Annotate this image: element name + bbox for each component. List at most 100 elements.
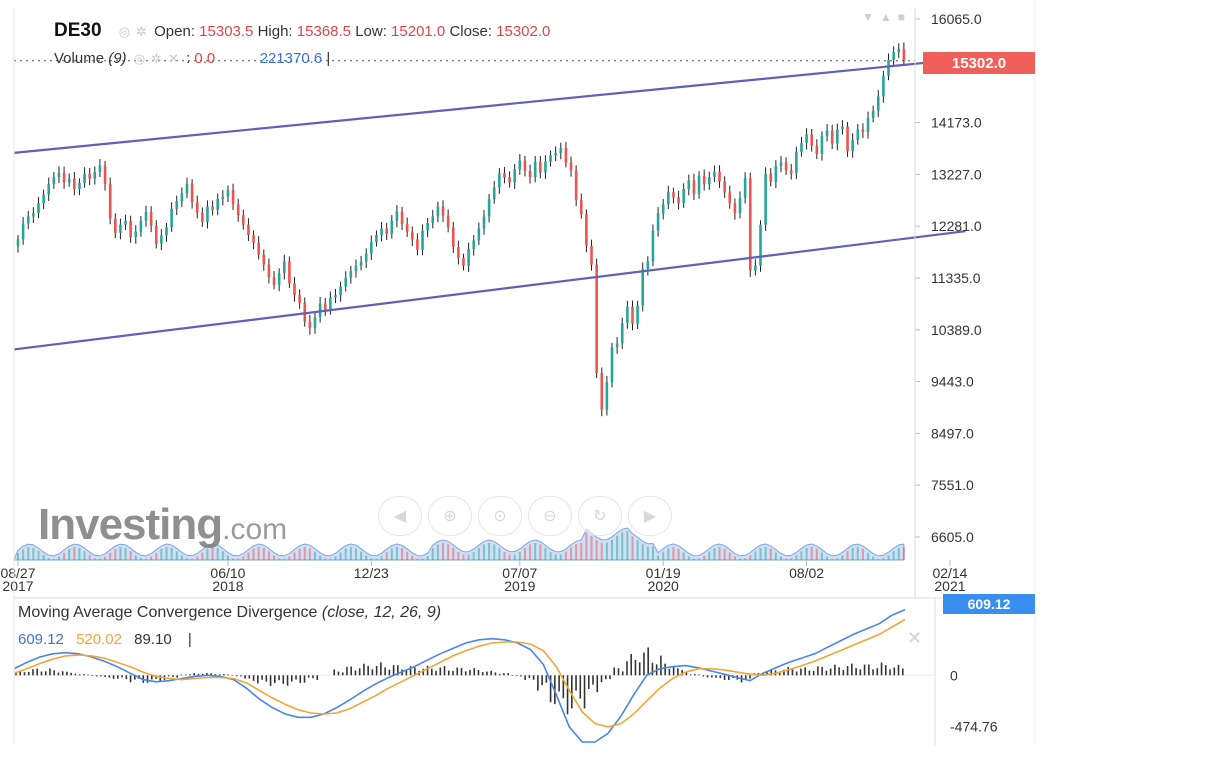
lower-channel-line [13,230,966,351]
candle-body [441,206,445,216]
histogram-value: 89.10 [134,631,172,648]
candle-body [590,245,593,265]
candle [446,209,450,233]
candle [421,224,424,256]
candle [52,171,56,189]
candle-body [533,161,537,177]
candle [221,190,225,206]
candle-body [636,305,639,324]
candle [595,258,598,378]
candle [487,194,491,223]
candle [620,317,624,350]
arrow-left-icon[interactable]: ◀ [378,496,422,536]
candle [554,146,557,162]
candle [242,209,245,230]
candle-body [692,180,696,194]
candle [272,270,276,290]
candle [129,215,132,243]
zoom-reset-icon[interactable]: ⊙ [478,496,522,536]
candle-body [564,147,568,163]
candle [477,222,481,245]
candle [667,185,670,209]
candle [800,136,803,157]
candle-body [344,277,348,287]
candle [518,154,522,175]
low-value: 15201.0 [391,23,446,40]
candle-body [820,135,824,154]
volume-settings-icon[interactable]: ✲ [151,51,162,66]
candle-body [98,165,102,173]
candle-body [431,216,435,223]
candle [277,268,281,292]
candle [93,166,97,185]
last-price-tag: 15302.0 [923,52,1035,74]
candle-body [672,192,675,198]
candle-body [185,184,189,194]
candle-body [400,211,404,225]
candle-body [836,129,839,144]
candle [513,164,517,190]
eye-icon[interactable]: ◎ [118,24,131,39]
candle-body [160,235,163,244]
candle-body [702,175,706,185]
candle [364,248,368,269]
volume-period: (9) [108,50,127,67]
candle [641,262,645,312]
candle-body [539,161,542,173]
refresh-icon[interactable]: ↻ [578,496,622,536]
volume-legend: Volume (9) ◎ ✲ ✕ : 0.0 221370.6 | [54,50,331,67]
candle-body [856,129,860,140]
candle-body [364,253,368,262]
volume-eye-icon[interactable]: ◎ [133,51,146,66]
candle [569,156,573,177]
time-tick-year: 2020 [648,578,679,594]
zoom-out-icon[interactable]: ⊖ [528,496,572,536]
pane-controls[interactable]: ▼▲■ [862,10,911,24]
candle [339,281,342,302]
candle-body [641,268,645,306]
candle [661,199,665,220]
open-value: 15303.5 [199,23,254,40]
candle-body [247,224,250,236]
candle-body [236,204,240,216]
candle [32,207,35,223]
candle [733,198,737,220]
collapse-icon[interactable]: ▼ [862,10,880,24]
candle [441,200,445,222]
candle-body [216,198,220,210]
time-tick-label: 07/07 [502,565,537,581]
candle [682,183,685,208]
candle-body [37,203,40,214]
candle [738,191,742,219]
candle [585,209,588,253]
arrow-right-icon[interactable]: ▶ [628,496,672,536]
candle-body [528,170,532,177]
candle-body [882,75,885,97]
candle [247,218,250,241]
candle [267,258,271,284]
maximize-icon[interactable]: ■ [897,10,912,24]
candle [549,150,552,167]
settings-icon[interactable]: ✲ [136,24,147,39]
candle [728,185,732,209]
candle-body [129,220,132,238]
low-label: Low: [355,23,387,40]
close-pane-icon[interactable]: ✕ [907,628,923,648]
candle [533,155,537,183]
high-label: High: [257,23,293,40]
candle [769,168,773,187]
candle-body [472,240,476,250]
candle-body [861,129,865,133]
macd-legend: Moving Average Convergence Divergence (c… [18,604,441,622]
candle-body [93,172,97,179]
volume-ma-value: 221370.6 [259,50,323,67]
candle [431,209,435,229]
candle-body [272,277,276,285]
expand-icon[interactable]: ▲ [879,10,898,24]
candle [544,155,547,180]
zoom-in-icon[interactable]: ⊕ [428,496,472,536]
candle-body [830,130,834,144]
volume-close-icon[interactable]: ✕ [167,51,179,66]
candle [313,312,317,334]
